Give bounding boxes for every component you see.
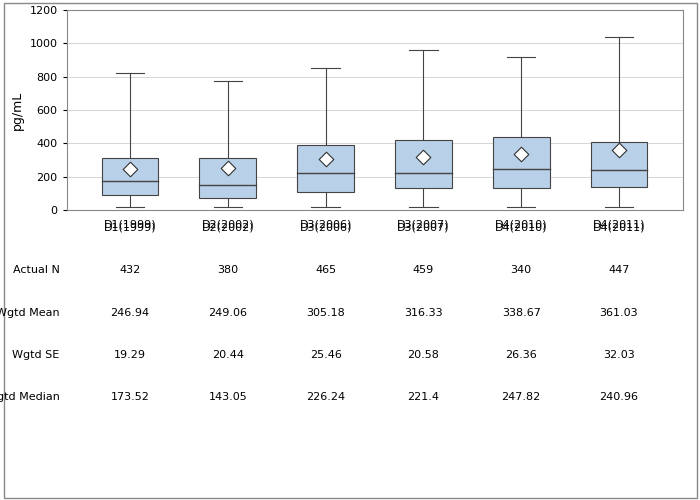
Text: D3(2006): D3(2006) [300, 222, 352, 232]
Text: D1(1999): D1(1999) [104, 222, 156, 232]
Point [516, 150, 527, 158]
Bar [298, 145, 354, 192]
Text: 173.52: 173.52 [111, 392, 150, 402]
Y-axis label: pg/mL: pg/mL [10, 90, 24, 130]
Point [613, 146, 624, 154]
Bar [102, 158, 158, 195]
Bar [199, 158, 256, 198]
Text: 19.29: 19.29 [114, 350, 146, 360]
Text: D4(2010): D4(2010) [495, 222, 547, 232]
Text: Wgtd Mean: Wgtd Mean [0, 308, 60, 318]
Text: 340: 340 [510, 265, 532, 275]
Text: 249.06: 249.06 [209, 308, 247, 318]
Text: D3(2007): D3(2007) [397, 222, 449, 232]
Text: 20.58: 20.58 [407, 350, 440, 360]
Text: D2(2002): D2(2002) [202, 222, 254, 232]
Text: 240.96: 240.96 [599, 392, 638, 402]
Text: 305.18: 305.18 [306, 308, 345, 318]
Text: Wgtd Median: Wgtd Median [0, 392, 60, 402]
Text: 25.46: 25.46 [309, 350, 342, 360]
Text: Actual N: Actual N [13, 265, 60, 275]
Text: 465: 465 [315, 265, 336, 275]
Text: 26.36: 26.36 [505, 350, 537, 360]
Text: 432: 432 [120, 265, 141, 275]
Text: 246.94: 246.94 [111, 308, 150, 318]
Point [222, 164, 233, 172]
Text: 361.03: 361.03 [600, 308, 638, 318]
Bar [395, 140, 452, 188]
Text: D4(2011): D4(2011) [593, 222, 645, 232]
Text: 338.67: 338.67 [502, 308, 540, 318]
Point [125, 165, 136, 173]
Bar [493, 136, 550, 188]
Point [418, 154, 429, 162]
Text: 447: 447 [608, 265, 629, 275]
Text: 380: 380 [217, 265, 239, 275]
Text: 247.82: 247.82 [501, 392, 541, 402]
Text: 32.03: 32.03 [603, 350, 635, 360]
Text: Wgtd SE: Wgtd SE [13, 350, 60, 360]
Text: 20.44: 20.44 [212, 350, 244, 360]
Point [320, 155, 331, 163]
Text: 226.24: 226.24 [306, 392, 345, 402]
Text: 221.4: 221.4 [407, 392, 440, 402]
Bar [591, 142, 648, 186]
Text: 316.33: 316.33 [404, 308, 442, 318]
Text: 143.05: 143.05 [209, 392, 247, 402]
Text: 459: 459 [413, 265, 434, 275]
